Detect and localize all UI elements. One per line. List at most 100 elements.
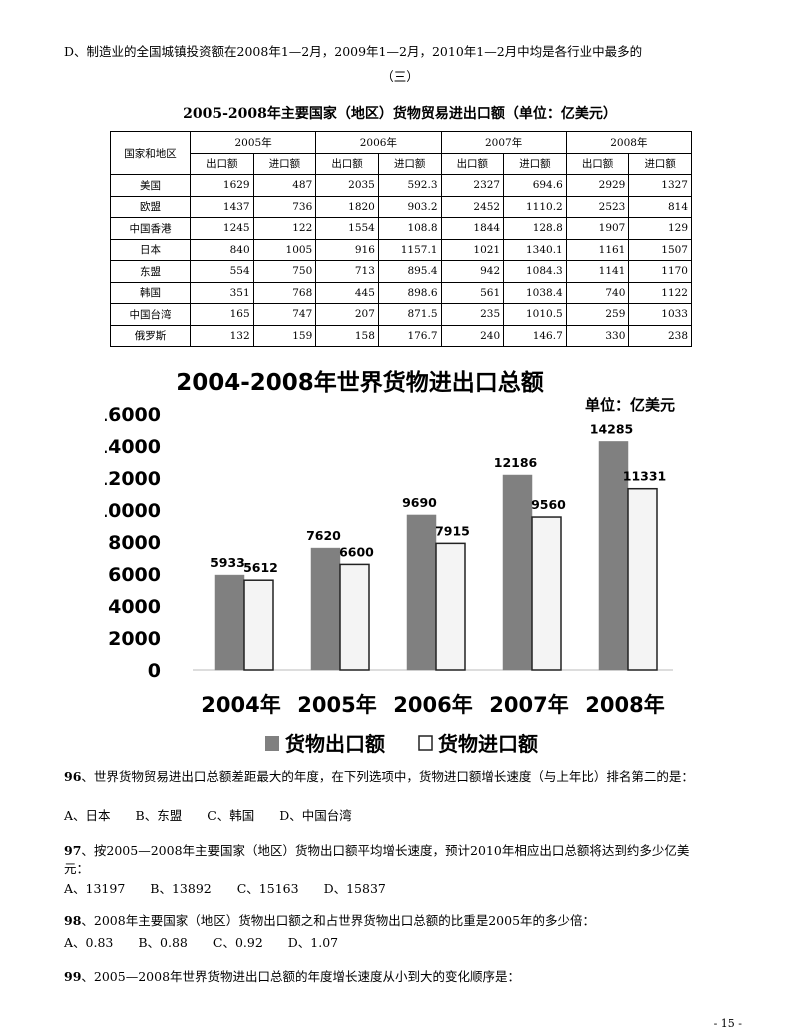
y-tick-label: 10000 bbox=[105, 500, 161, 522]
import-header: 进口额 bbox=[503, 152, 567, 175]
y-tick-label: 4000 bbox=[108, 596, 161, 618]
country-name-cell: 东盟 bbox=[110, 260, 191, 283]
value-cell: 165 bbox=[190, 303, 254, 326]
country-name-cell: 俄罗斯 bbox=[110, 324, 191, 347]
section-label: （三） bbox=[381, 69, 419, 84]
question-text: 、按2005—2008年主要国家（地区）货物出口额平均增长速度，预计2010年相… bbox=[81, 843, 690, 858]
y-tick-label: 14000 bbox=[105, 436, 161, 458]
value-cell: 1005 bbox=[252, 238, 317, 261]
bar-import bbox=[627, 487, 658, 671]
export-header: 出口额 bbox=[190, 152, 254, 175]
value-cell: 158 bbox=[315, 324, 379, 347]
export-header: 出口额 bbox=[565, 152, 630, 175]
value-cell: 330 bbox=[565, 324, 630, 347]
value-cell: 176.7 bbox=[377, 324, 442, 347]
table-row: 中国台湾 165 747 207 871.5 235 1010.5 259 1033 bbox=[110, 303, 692, 326]
data-label: 6600 bbox=[339, 544, 374, 559]
value-cell: 1629 bbox=[190, 174, 254, 197]
table-header-row: 国家和地区 2005年 2006年 2007年 2008年 bbox=[110, 131, 693, 175]
question-96-options: A、日本 B、东盟 C、韩国 D、中国台湾 bbox=[64, 808, 352, 823]
value-cell: 814 bbox=[628, 195, 692, 218]
data-label: 7915 bbox=[435, 523, 470, 538]
value-cell: 128.8 bbox=[503, 217, 567, 240]
question-text: 、2008年主要国家（地区）货物出口额之和占世界货物出口总额的比重是2005年的… bbox=[81, 913, 596, 928]
bar-import bbox=[243, 579, 274, 671]
y-tick-label: 0 bbox=[148, 660, 161, 682]
export-header: 出口额 bbox=[440, 152, 505, 175]
value-cell: 1554 bbox=[315, 217, 379, 240]
value-cell: 903.2 bbox=[377, 195, 442, 218]
value-cell: 1021 bbox=[440, 238, 505, 261]
question-96: 96、世界货物贸易进出口总额差距最大的年度，在下列选项中，货物进口额增长速度（与… bbox=[64, 769, 694, 785]
value-cell: 487 bbox=[252, 174, 317, 197]
question-text: 、世界货物贸易进出口总额差距最大的年度，在下列选项中，货物进口额增长速度（与上年… bbox=[81, 769, 694, 784]
value-cell: 2523 bbox=[565, 195, 630, 218]
bar-export bbox=[406, 514, 437, 671]
year-header: 2007年 bbox=[440, 131, 567, 154]
corner-header: 国家和地区 bbox=[110, 131, 191, 175]
value-cell: 1122 bbox=[628, 281, 692, 304]
export-header: 出口额 bbox=[315, 152, 379, 175]
value-cell: 1245 bbox=[190, 217, 254, 240]
value-cell: 1820 bbox=[315, 195, 379, 218]
value-cell: 2327 bbox=[440, 174, 505, 197]
value-cell: 747 bbox=[252, 303, 317, 326]
question-97-text-cont: 元： bbox=[64, 861, 90, 876]
legend-swatch-export bbox=[265, 736, 279, 751]
bar-export bbox=[598, 441, 629, 671]
value-cell: 916 bbox=[315, 238, 379, 261]
import-header: 进口额 bbox=[628, 152, 692, 175]
bar-import bbox=[531, 516, 562, 671]
x-category-label: 2006年 bbox=[393, 693, 472, 717]
legend-swatch-import bbox=[418, 735, 433, 751]
legend-label-import: 货物进口额 bbox=[438, 732, 538, 756]
chart-title: 2004-2008年世界货物进出口总额 bbox=[176, 369, 544, 396]
table-subheader-row: 出口额 进口额 出口额 进口额 出口额 进口额 出口额 进口额 bbox=[111, 152, 692, 175]
value-cell: 1170 bbox=[628, 260, 692, 283]
value-cell: 750 bbox=[252, 260, 317, 283]
table-row: 韩国 351 768 445 898.6 561 1038.4 740 1122 bbox=[110, 281, 692, 304]
question-98: 98、2008年主要国家（地区）货物出口额之和占世界货物出口总额的比重是2005… bbox=[64, 913, 595, 929]
value-cell: 592.3 bbox=[377, 174, 442, 197]
country-name-cell: 美国 bbox=[110, 174, 191, 197]
table-row: 俄罗斯 132 159 158 176.7 240 146.7 330 238 bbox=[110, 324, 692, 347]
y-tick-label: 8000 bbox=[108, 532, 161, 554]
trade-table: 国家和地区 2005年 2006年 2007年 2008年 出口额 进口额 出口… bbox=[110, 131, 693, 347]
country-name-cell: 欧盟 bbox=[110, 195, 191, 218]
import-header: 进口额 bbox=[252, 152, 317, 175]
value-cell: 740 bbox=[565, 281, 630, 304]
bar-export bbox=[502, 474, 533, 671]
value-cell: 108.8 bbox=[377, 217, 442, 240]
table-row: 东盟 554 750 713 895.4 942 1084.3 1141 1170 bbox=[110, 260, 692, 283]
value-cell: 238 bbox=[628, 324, 692, 347]
year-header: 2006年 bbox=[315, 131, 442, 154]
value-cell: 1844 bbox=[440, 217, 505, 240]
value-cell: 840 bbox=[190, 238, 254, 261]
y-tick-label: 6000 bbox=[108, 564, 161, 586]
question-number: 99 bbox=[64, 969, 82, 984]
intro-line: D、制造业的全国城镇投资额在2008年1—2月，2009年1—2月，2010年1… bbox=[64, 44, 643, 59]
value-cell: 351 bbox=[190, 281, 254, 304]
value-cell: 207 bbox=[315, 303, 379, 326]
value-cell: 146.7 bbox=[503, 324, 567, 347]
year-header: 2008年 bbox=[565, 131, 693, 154]
x-category-label: 2007年 bbox=[489, 693, 568, 717]
x-category-label: 2005年 bbox=[297, 693, 376, 717]
question-number: 98 bbox=[64, 913, 82, 928]
value-cell: 159 bbox=[252, 324, 317, 347]
value-cell: 895.4 bbox=[377, 260, 442, 283]
data-label: 11331 bbox=[623, 469, 667, 484]
y-tick-label: 16000 bbox=[105, 404, 161, 426]
question-number: 96 bbox=[64, 769, 82, 784]
value-cell: 736 bbox=[252, 195, 317, 218]
value-cell: 942 bbox=[440, 260, 505, 283]
import-header: 进口额 bbox=[377, 152, 442, 175]
value-cell: 1033 bbox=[628, 303, 692, 326]
country-name-cell: 韩国 bbox=[110, 281, 191, 304]
bar-export bbox=[214, 574, 245, 671]
bar-import bbox=[339, 563, 370, 671]
data-label: 5933 bbox=[210, 555, 245, 570]
value-cell: 1141 bbox=[565, 260, 630, 283]
value-cell: 132 bbox=[190, 324, 254, 347]
value-cell: 554 bbox=[190, 260, 254, 283]
